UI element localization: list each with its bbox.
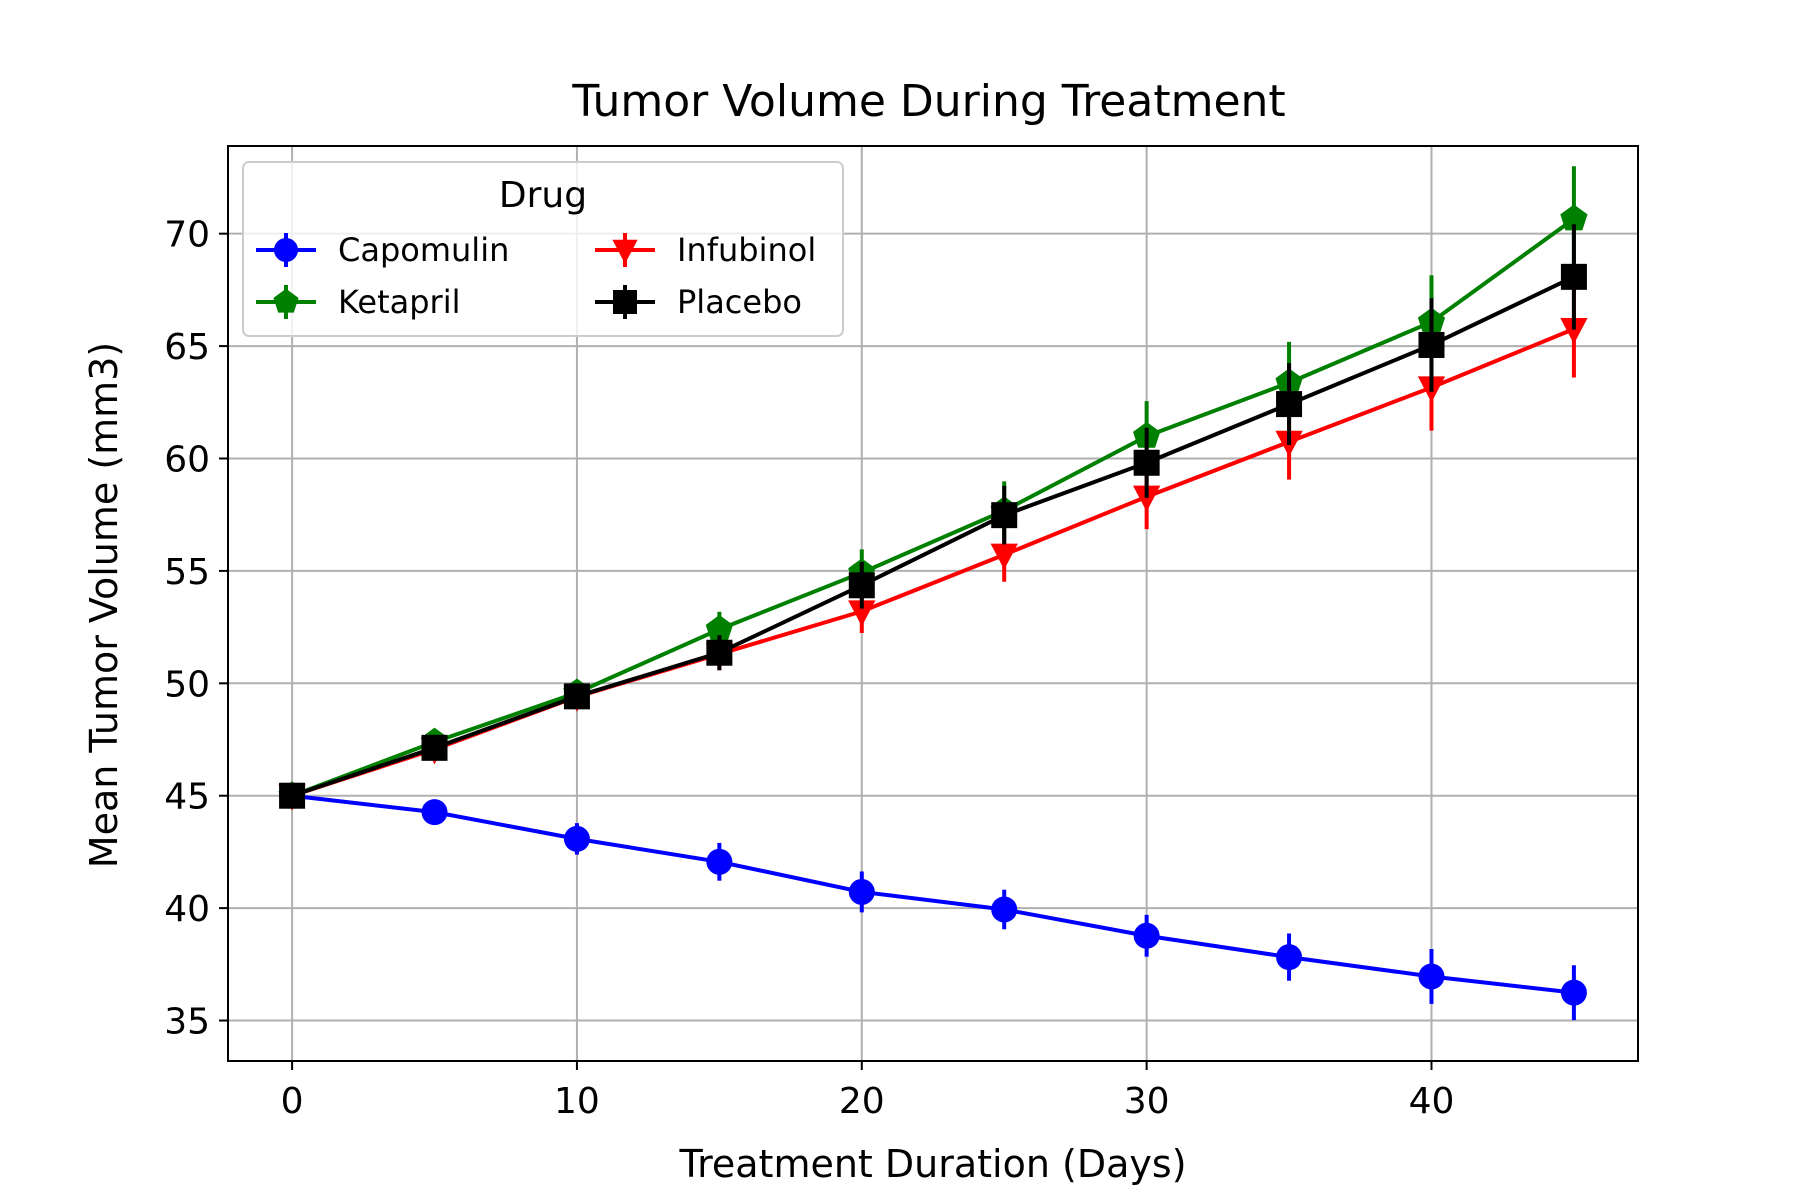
- legend-swatch-marker: [274, 238, 298, 262]
- data-point-infubinol: [1132, 485, 1161, 512]
- x-tick-label: 40: [1409, 1081, 1455, 1122]
- legend-item-placebo: Placebo: [595, 283, 802, 321]
- legend-label-ketapril: Ketapril: [338, 283, 460, 321]
- data-point-infubinol: [990, 543, 1018, 570]
- x-axis: 0 10 20 30 40: [281, 1061, 1455, 1122]
- x-tick-label: 0: [281, 1081, 304, 1122]
- legend-label-capomulin: Capomulin: [338, 231, 509, 269]
- y-tick-label: 70: [164, 215, 210, 256]
- data-point-capomulin: [1418, 963, 1445, 990]
- data-point-placebo: [1276, 391, 1303, 418]
- legend-title: Drug: [499, 175, 587, 216]
- data-point-placebo: [1418, 331, 1445, 358]
- data-point-capomulin: [848, 878, 875, 905]
- data-point-capomulin: [421, 799, 448, 826]
- grid-lines: [228, 146, 1638, 1061]
- legend-item-ketapril: Ketapril: [256, 283, 460, 321]
- x-axis-label: Treatment Duration (Days): [678, 1142, 1186, 1186]
- y-tick-label: 60: [164, 439, 210, 480]
- x-tick-label: 20: [839, 1081, 885, 1122]
- data-point-placebo: [1133, 449, 1160, 476]
- legend-item-infubinol: Infubinol: [595, 231, 816, 269]
- data-point-ketapril: [705, 615, 733, 641]
- legend-swatch-marker: [613, 290, 637, 314]
- legend-swatch-marker: [612, 239, 638, 264]
- data-point-placebo: [848, 572, 875, 599]
- data-point-placebo: [421, 734, 448, 761]
- y-axis: 35 40 45 50 55 60 65 70: [164, 215, 228, 1043]
- y-tick-label: 50: [164, 664, 210, 705]
- x-tick-label: 30: [1124, 1081, 1170, 1122]
- chart-title: Tumor Volume During Treatment: [571, 76, 1285, 127]
- data-point-infubinol: [1560, 317, 1588, 344]
- y-tick-label: 45: [164, 777, 210, 818]
- data-point-placebo: [279, 782, 306, 809]
- y-tick-label: 40: [164, 889, 210, 930]
- legend-swatch-marker: [273, 288, 299, 313]
- data-point-capomulin: [706, 848, 733, 875]
- data-point-placebo: [563, 683, 590, 710]
- series-line-capomulin: [291, 793, 1575, 995]
- data-point-capomulin: [563, 825, 590, 852]
- series-line-ketapril: [291, 217, 1576, 798]
- legend-items: Capomulin Infubinol Ketapril Placebo: [256, 231, 816, 321]
- y-tick-label: 65: [164, 327, 210, 368]
- legend-box: [242, 161, 844, 337]
- data-point-infubinol: [848, 600, 876, 627]
- series-line-placebo: [291, 275, 1575, 798]
- series-layer: [278, 166, 1588, 1021]
- data-point-ketapril: [1560, 204, 1588, 231]
- data-point-placebo: [706, 639, 733, 666]
- legend-label-infubinol: Infubinol: [677, 231, 816, 269]
- legend: Drug Capomulin Infubinol Ketapril Placebo: [242, 161, 844, 337]
- series-placebo: [279, 224, 1587, 809]
- y-axis-label: Mean Tumor Volume (mm3): [82, 342, 126, 868]
- series-capomulin: [279, 782, 1587, 1021]
- data-point-capomulin: [1133, 922, 1160, 949]
- data-point-capomulin: [991, 896, 1018, 923]
- legend-label-placebo: Placebo: [677, 283, 802, 321]
- y-tick-label: 35: [164, 1002, 210, 1043]
- data-point-capomulin: [1276, 944, 1303, 971]
- data-point-capomulin: [1560, 979, 1587, 1006]
- plot-area-frame: [227, 145, 1639, 1062]
- x-tick-label: 10: [554, 1081, 600, 1122]
- data-point-placebo: [1560, 263, 1587, 290]
- data-point-placebo: [991, 502, 1018, 529]
- y-tick-label: 55: [164, 552, 210, 593]
- legend-item-capomulin: Capomulin: [256, 231, 509, 269]
